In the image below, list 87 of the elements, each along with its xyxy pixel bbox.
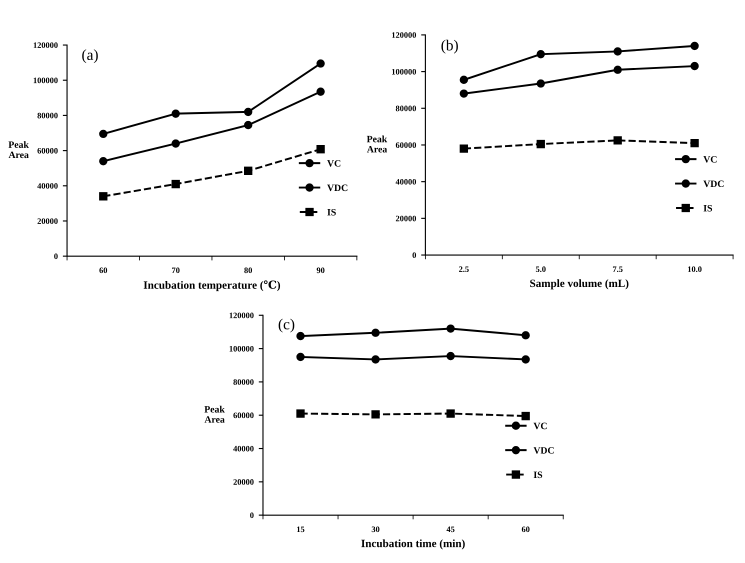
y-tick-label: 40000 (37, 183, 58, 189)
x-axis-title: Incubation time (min) (361, 539, 465, 550)
point (522, 331, 530, 340)
point (371, 355, 380, 364)
y-tick-label: 20000 (38, 218, 58, 224)
y-tick-label: 100000 (230, 346, 254, 352)
point (296, 409, 305, 418)
point (172, 180, 180, 188)
annotation: (c) (278, 318, 294, 333)
point (460, 89, 468, 98)
point (172, 109, 180, 118)
x-tick-label: 80 (244, 268, 252, 274)
x-tick-label: 5.0 (536, 266, 546, 272)
point (446, 409, 455, 418)
point (614, 136, 622, 145)
point (316, 87, 325, 96)
y-axis-title: Peak Area (366, 135, 388, 152)
y-tick-label: 0 (412, 252, 416, 258)
point (244, 120, 252, 130)
x-tick-label: 10.0 (688, 266, 702, 272)
y-tick-label: 0 (54, 254, 58, 260)
point (690, 42, 699, 50)
y-axis-title: Peak Area (8, 141, 29, 158)
y-tick-label: 60000 (396, 142, 416, 148)
point (536, 79, 545, 88)
x-tick-label: 15 (297, 526, 304, 532)
y-tick-label: 0 (250, 512, 254, 518)
y-tick-label: 40000 (233, 446, 254, 452)
legend-label: VDC (327, 184, 348, 192)
y-tick-label: 100000 (392, 68, 416, 75)
point (99, 130, 108, 138)
point (446, 352, 455, 360)
legend-label: VDC (534, 447, 554, 454)
point (536, 50, 545, 58)
y-tick-label: 80000 (37, 112, 58, 118)
x-tick-label: 30 (372, 526, 380, 532)
x-tick-label: 60 (522, 526, 530, 532)
legend-label: VC (534, 422, 547, 430)
annotation: (a) (82, 49, 98, 64)
point (371, 410, 380, 419)
point (296, 332, 305, 340)
y-axis-title: Peak Area (204, 406, 225, 423)
y-tick-label: 80000 (396, 106, 416, 112)
y-tick-label: 60000 (233, 412, 254, 418)
point (614, 66, 622, 74)
x-axis-title: Incubation temperature (℃) (144, 280, 280, 292)
point (172, 139, 180, 148)
y-tick-label: 80000 (233, 379, 254, 385)
point (99, 192, 108, 201)
x-tick-label: 7.5 (612, 266, 623, 272)
point (316, 59, 325, 68)
legend-label: IS (704, 204, 712, 212)
point (316, 145, 325, 154)
legend-label: VDC (703, 180, 724, 188)
point (446, 324, 455, 333)
point (244, 108, 252, 116)
y-tick-label: 60000 (37, 148, 58, 154)
y-tick-label: 120000 (392, 32, 416, 38)
point (522, 412, 530, 420)
point (296, 352, 305, 362)
point (522, 355, 530, 364)
y-tick-label: 120000 (230, 312, 254, 318)
x-tick-label: 90 (316, 268, 324, 274)
x-tick-label: 45 (446, 526, 454, 532)
point (690, 138, 699, 148)
x-tick-label: 60 (99, 268, 108, 274)
y-tick-label: 100000 (34, 78, 58, 84)
legend-label: IS (327, 208, 336, 216)
point (460, 76, 468, 84)
point (460, 144, 468, 153)
legend-label: VC (703, 156, 717, 163)
point (690, 62, 699, 70)
x-axis-title: Sample volume (mL) (530, 279, 628, 290)
x-tick-label: 70 (172, 268, 180, 274)
x-tick-label: 2.5 (459, 266, 469, 272)
point (244, 166, 252, 175)
point (371, 328, 380, 337)
point (614, 47, 622, 56)
point (99, 156, 108, 166)
y-tick-label: 120000 (34, 42, 58, 48)
y-tick-label: 20000 (233, 479, 254, 485)
legend-label: IS (534, 472, 542, 478)
y-tick-label: 20000 (396, 216, 416, 222)
legend-label: VC (327, 160, 340, 167)
annotation: (b) (441, 40, 458, 54)
y-tick-label: 40000 (396, 179, 416, 185)
point (536, 140, 545, 148)
